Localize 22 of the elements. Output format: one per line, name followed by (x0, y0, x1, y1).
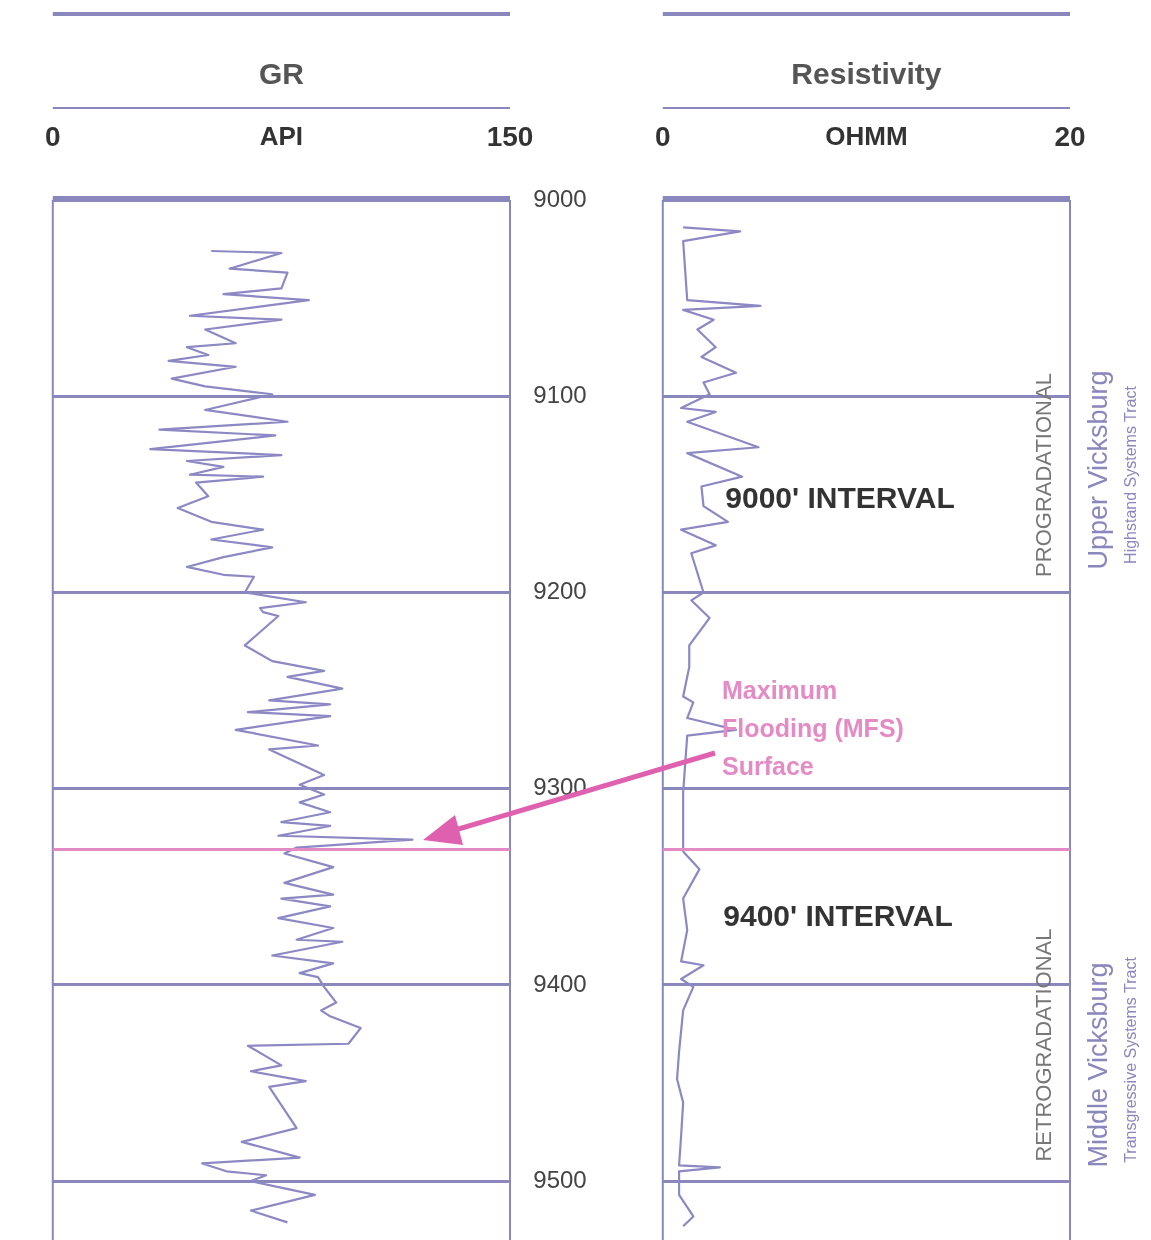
y-tick-label: 9200 (533, 577, 587, 605)
text: Middle Vicksburg (1083, 962, 1114, 1168)
chart-title: Resistivity (791, 57, 942, 91)
text: Transgressive Systems Tract (1122, 956, 1140, 1163)
y-tick-label: 9400 (533, 969, 587, 997)
y-tick-label: 9000 (533, 184, 587, 212)
x-axis-title: API (259, 121, 304, 152)
x-tick-label: 0 (45, 120, 61, 152)
ref-line-label: Maximum Flooding (MFS) Surface (722, 676, 904, 781)
text: Highstand Systems Tract (1122, 385, 1140, 564)
y-tick-label: 9100 (533, 380, 587, 408)
annotation: 9000' INTERVAL (725, 481, 955, 515)
x-tick-label: 20 (1054, 120, 1086, 152)
chart-title: GR (258, 57, 305, 91)
annotation: PROGRADATIONAL (1031, 373, 1057, 577)
y-tick-label: 9500 (533, 1165, 587, 1193)
x-tick-label: 0 (655, 120, 671, 152)
annotation: RETROGRADATIONAL (1031, 928, 1057, 1162)
x-axis-title: OHMM (825, 121, 908, 152)
text: Upper Vicksburg (1083, 370, 1114, 570)
x-tick-label: 150 (486, 120, 534, 152)
annotation: 9400' INTERVAL (723, 899, 953, 933)
